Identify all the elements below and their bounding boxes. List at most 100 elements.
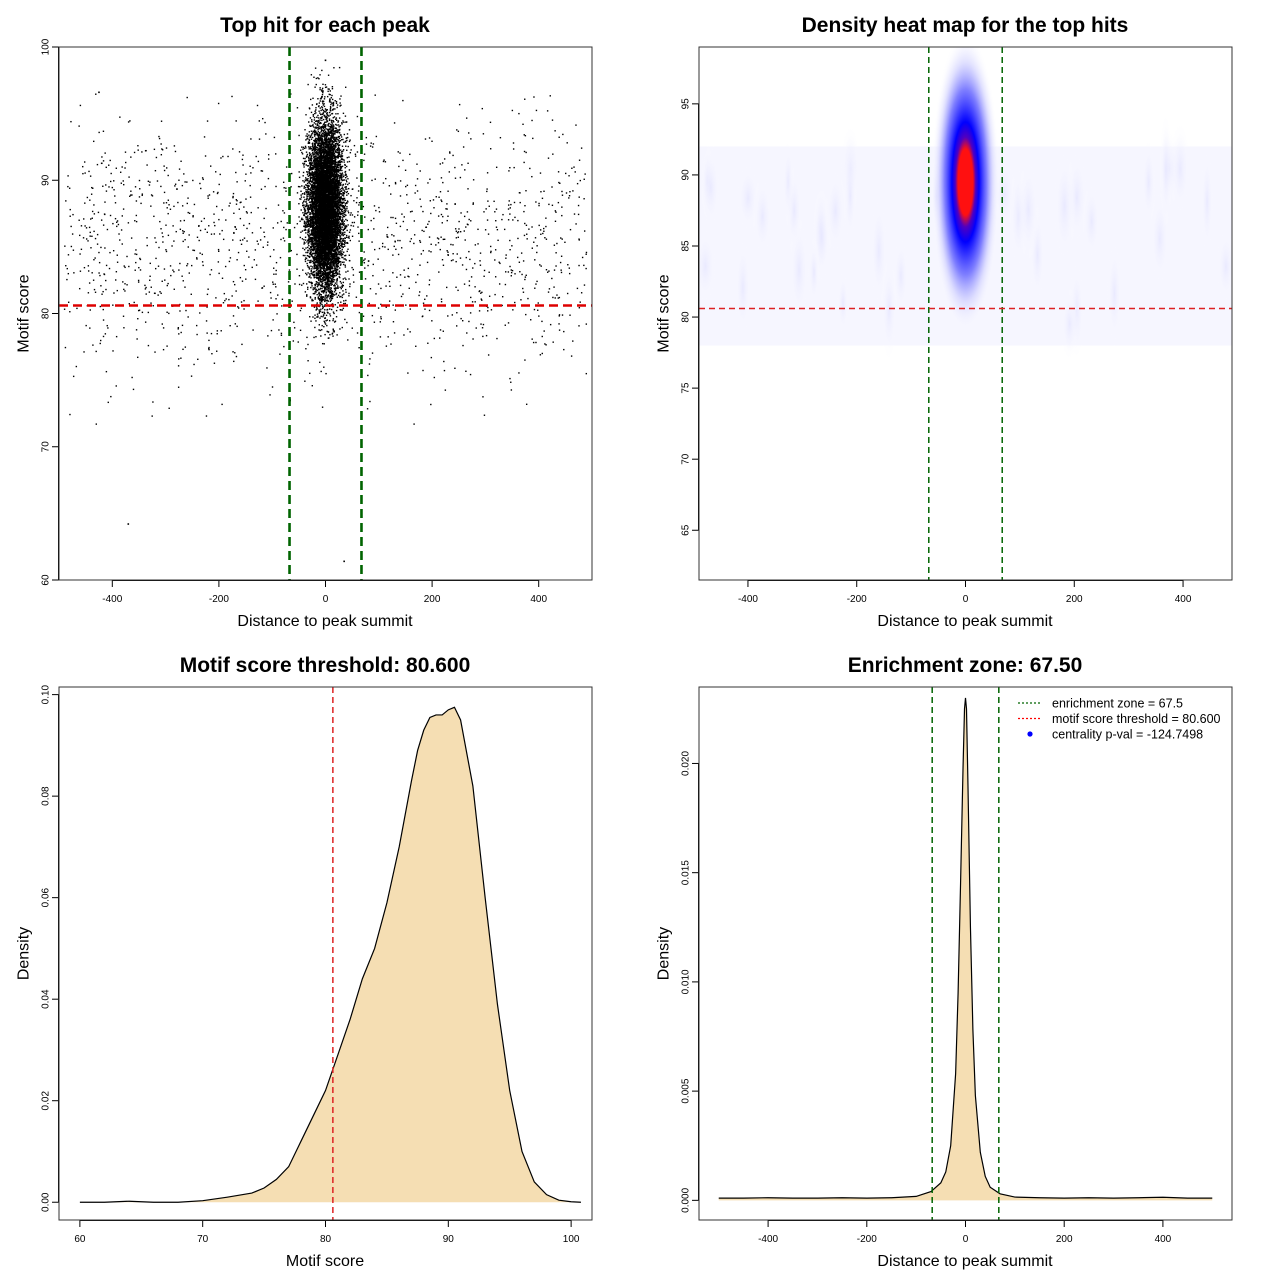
scatter-point [341, 201, 344, 204]
scatter-point [312, 252, 315, 255]
scatter-point [343, 300, 345, 302]
scatter-point [341, 296, 344, 299]
scatter-point [303, 206, 305, 208]
scatter-point [319, 239, 321, 241]
scatter-point [310, 233, 313, 235]
scatter-point [339, 166, 341, 168]
scatter-point [343, 199, 345, 201]
scatter-point [339, 140, 342, 142]
scatter-point [316, 256, 318, 258]
scatter-point [341, 169, 343, 172]
scatter-point [305, 160, 307, 163]
scatter-point [324, 289, 327, 291]
scatter-point [336, 306, 339, 309]
scatter-point [319, 174, 322, 176]
scatter-point [332, 121, 335, 123]
scatter-point [330, 147, 333, 150]
scatter-point [339, 165, 342, 168]
scatter-point [323, 251, 326, 254]
scatter-point [337, 143, 339, 145]
scatter-point [317, 266, 319, 268]
scatter-point [326, 147, 328, 149]
scatter-point [313, 171, 315, 174]
scatter-point [319, 119, 321, 121]
scatter-point [345, 165, 348, 168]
scatter-point [336, 192, 338, 194]
scatter-point [338, 272, 340, 274]
scatter-point [314, 145, 316, 148]
scatter-point [323, 103, 325, 105]
scatter-point [316, 148, 318, 151]
scatter-point [330, 245, 332, 248]
scatter-point [328, 146, 330, 148]
scatter-point [319, 287, 322, 290]
scatter-point [334, 195, 337, 198]
scatter-point [327, 125, 329, 127]
scatter-point [319, 247, 322, 250]
scatter-point [303, 243, 305, 245]
scatter-point [327, 277, 329, 279]
scatter-point [341, 326, 343, 329]
scatter-point [333, 312, 335, 315]
scatter-point [347, 210, 349, 212]
scatter-point [317, 274, 320, 276]
scatter-point [341, 242, 343, 245]
scatter-point [326, 189, 328, 191]
scatter-point [311, 153, 313, 155]
scatter-point [342, 184, 344, 186]
scatter-point [329, 277, 332, 279]
scatter-point [311, 273, 314, 275]
scatter-point [319, 195, 321, 197]
scatter-point [322, 243, 324, 245]
scatter-point [321, 161, 323, 164]
scatter-point [329, 236, 331, 239]
scatter-point [336, 334, 338, 336]
scatter-point [337, 160, 339, 163]
scatter-point [307, 193, 309, 196]
scatter-point [316, 123, 319, 125]
scatter-point [316, 157, 319, 160]
scatter-point [318, 102, 321, 104]
scatter-point [330, 226, 332, 229]
scatter-point [319, 145, 321, 148]
scatter-point [338, 203, 340, 205]
scatter-point [338, 149, 340, 151]
scatter-point [307, 249, 309, 252]
scatter-point [302, 157, 305, 160]
scatter-point [353, 144, 356, 147]
scatter-point [335, 127, 338, 130]
scatter-point [311, 221, 314, 224]
scatter-point [308, 138, 310, 141]
scatter-point [337, 113, 339, 115]
scatter-point [326, 140, 328, 142]
scatter-point [337, 261, 340, 264]
scatter-point [334, 189, 337, 191]
scatter-point [318, 125, 320, 127]
scatter-point [348, 254, 351, 256]
scatter-point [312, 151, 314, 154]
scatter-point [331, 142, 333, 145]
scatter-point [341, 213, 344, 215]
scatter-point [329, 168, 332, 170]
scatter-point [350, 212, 352, 214]
scatter-point [312, 124, 314, 126]
scatter-point [336, 141, 338, 143]
scatter-point [311, 201, 313, 204]
scatter-point [311, 125, 313, 127]
scatter-point [333, 146, 336, 148]
scatter-point [327, 251, 329, 254]
scatter-point [329, 283, 331, 285]
scatter-point [316, 188, 319, 191]
scatter-point [340, 287, 343, 290]
scatter-point [342, 221, 344, 223]
scatter-point [311, 149, 314, 152]
scatter-point [331, 298, 333, 300]
scatter-point [326, 157, 328, 159]
scatter-point [327, 158, 330, 161]
scatter-point [324, 121, 326, 124]
scatter-point [325, 167, 327, 170]
scatter-point [305, 226, 308, 228]
scatter-point [309, 195, 311, 197]
scatter-point [336, 124, 338, 126]
scatter-point [322, 109, 325, 112]
